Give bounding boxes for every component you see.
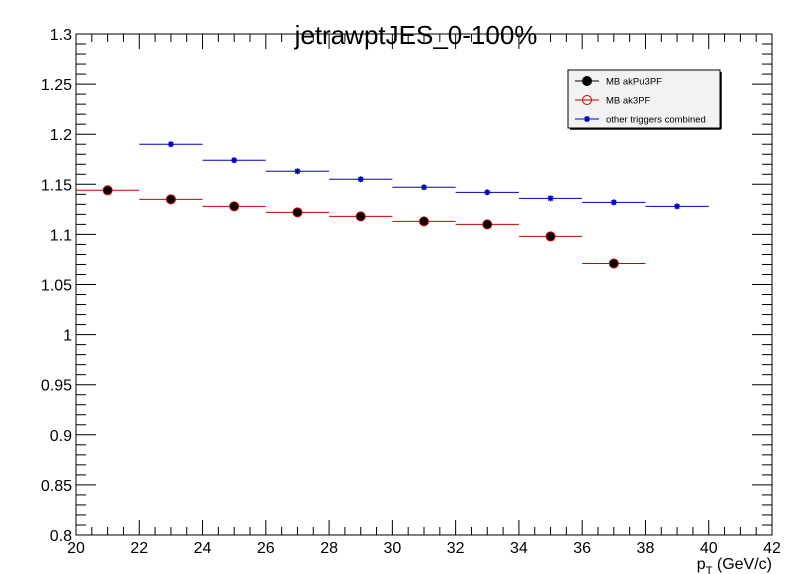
x-tick-label: 38 [637,540,655,557]
y-tick-label: 1.05 [41,278,72,295]
star-stroke [547,195,554,202]
x-tick-label: 40 [700,540,718,557]
x-tick-label: 20 [67,540,85,557]
x-tick-label: 34 [510,540,528,557]
x-tick-label: 24 [194,540,212,557]
x-tick-label: 22 [130,540,148,557]
y-tick-label: 1.15 [41,177,72,194]
x-tick-label: 42 [763,540,781,557]
series-2 [139,141,709,210]
data-point [482,219,493,230]
star-stroke [168,141,174,147]
data-point [165,194,176,205]
y-tick-label: 0.95 [41,378,72,395]
x-axis-label-subscript: T [706,565,713,574]
data-point [102,185,113,196]
star-stroke [584,116,590,122]
legend-entry: other triggers combined [575,115,706,126]
legend-box [567,69,721,129]
y-tick-label: 1.2 [50,127,72,144]
data-point [484,189,491,196]
data-point [229,201,240,212]
legend-marker [582,95,592,105]
series-0 [76,185,646,269]
legend-entry: MB ak3PF [575,95,651,107]
y-tick-label: 1.25 [41,77,72,94]
legend-label: MB akPu3PF [606,77,662,88]
data-point [167,141,174,148]
star-stroke [484,189,491,196]
data-point [357,176,364,183]
data-point [547,195,554,202]
x-tick-label: 32 [447,540,465,557]
star-stroke [231,157,237,163]
chart-title: jetrawptJES_0-100% [294,20,538,50]
x-tick-label: 28 [320,540,338,557]
legend-entry: MB akPu3PF [575,76,662,88]
star-stroke [611,199,617,206]
y-tick-label: 0.8 [50,528,72,545]
y-tick-label: 1.1 [50,227,72,244]
data-point [421,184,427,191]
star-stroke [674,203,680,210]
legend-label: other triggers combined [606,115,706,126]
x-tick-label: 26 [257,540,275,557]
data-point [292,207,303,218]
data-point [608,258,619,269]
y-tick-label: 0.9 [50,428,72,445]
data-point [610,199,617,206]
y-tick-label: 0.85 [41,478,72,495]
x-axis-label-units: (GeV/c) [712,556,772,573]
data-point [419,216,429,227]
data-point [355,211,366,222]
legend-label: MB ak3PF [606,96,651,107]
data-point [294,168,301,175]
x-axis-label: pT (GeV/c) [697,556,772,574]
legend-marker [584,116,590,122]
data-point [674,203,681,210]
y-tick-label: 1 [63,328,72,345]
star-stroke [357,176,364,183]
legend-marker [582,76,592,86]
data-point [231,157,238,164]
y-tick-label: 1.3 [50,27,72,44]
star-stroke [294,168,301,175]
x-tick-label: 30 [383,540,401,557]
x-tick-label: 36 [573,540,591,557]
star-stroke [421,184,427,191]
data-point [545,231,556,242]
x-axis-label-p: p [697,556,706,573]
